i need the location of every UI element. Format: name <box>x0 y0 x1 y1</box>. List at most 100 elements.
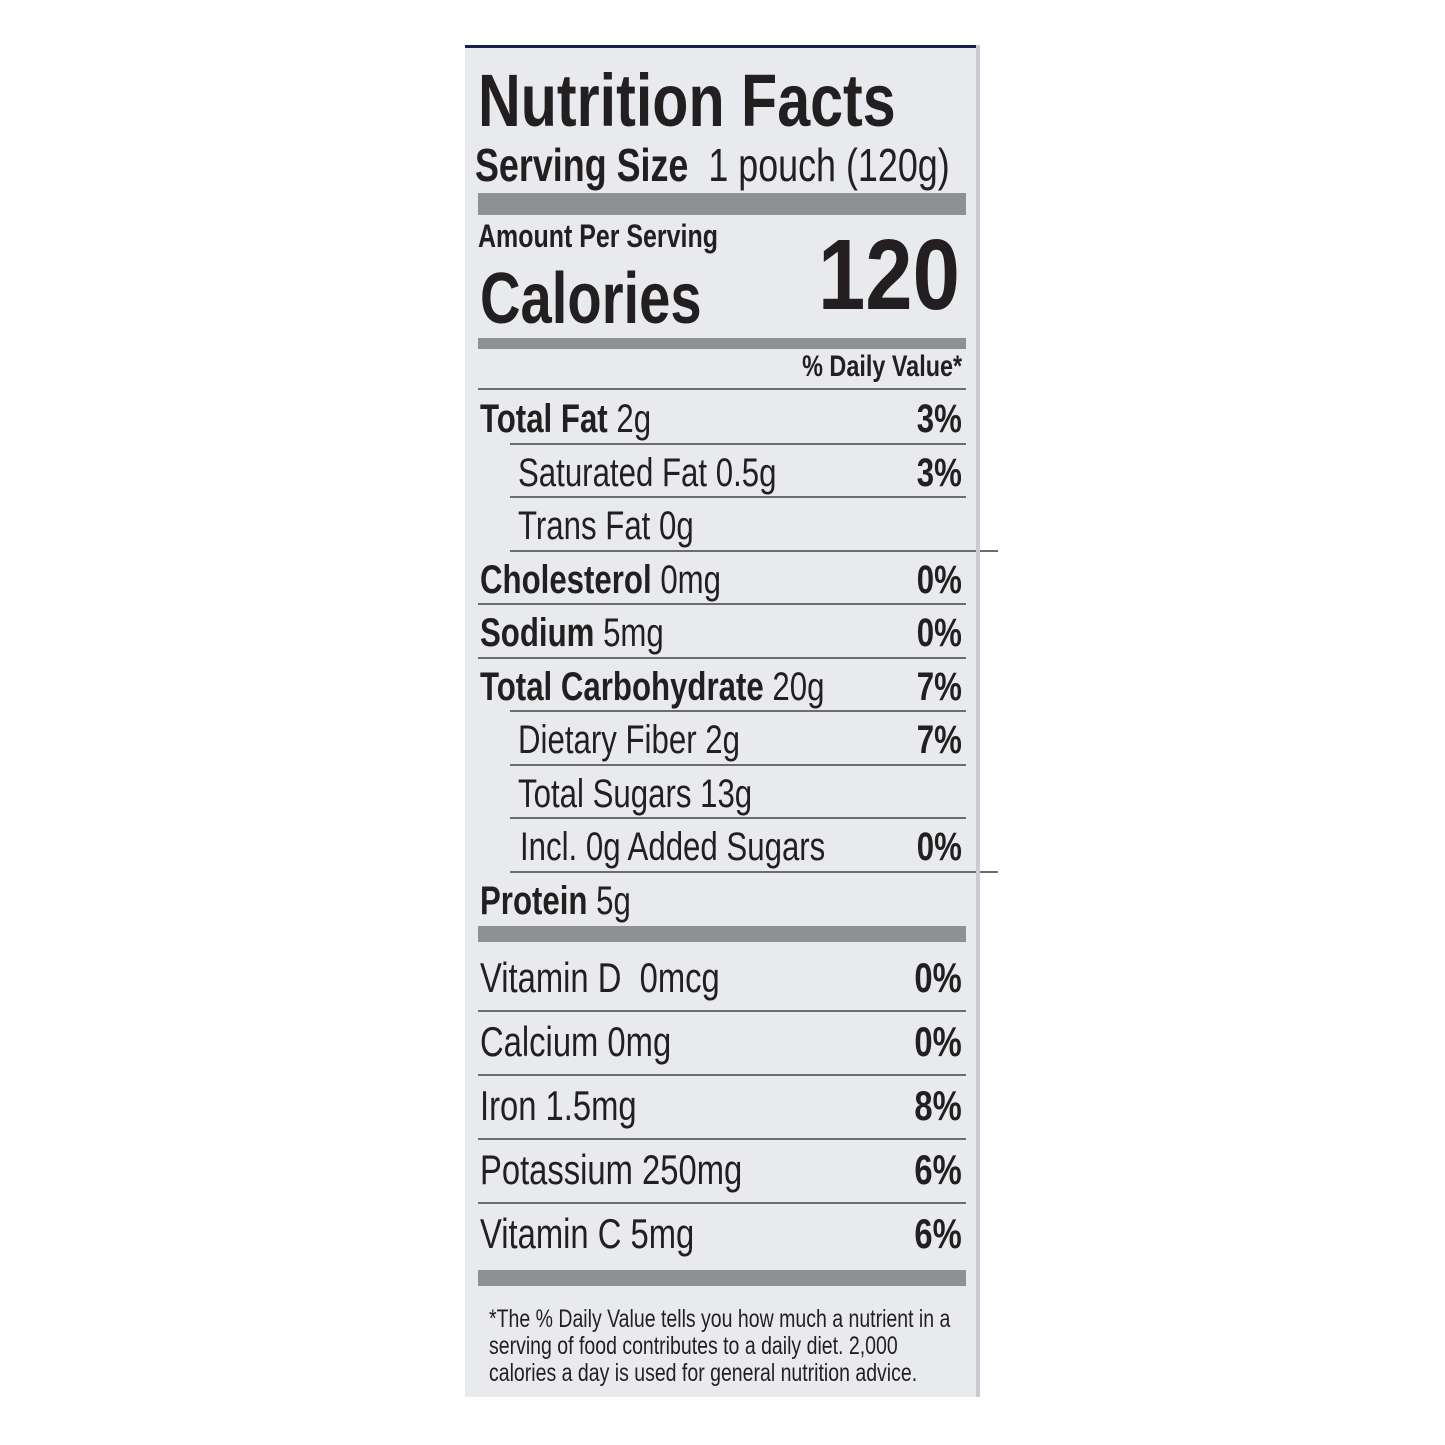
nutrient-name: Total Fat 2g <box>480 397 651 442</box>
nutrient-label: Potassium <box>480 1146 633 1193</box>
nutrient-row: Dietary Fiber 2g 7% <box>465 712 980 766</box>
nutrient-label: Vitamin C <box>480 1210 622 1257</box>
nutrient-label: Iron <box>480 1082 537 1129</box>
nutrient-row: Saturated Fat 0.5g 3% <box>465 445 980 498</box>
nutrient-amount: 2g <box>705 718 740 762</box>
divider <box>510 496 966 498</box>
nutrient-amount: 250mg <box>642 1146 743 1193</box>
thick-divider <box>478 193 966 215</box>
daily-value-header: % Daily Value* <box>802 350 962 383</box>
serving-size: Serving Size 1 pouch (120g) <box>475 138 950 192</box>
daily-value-percent: 3% <box>916 450 962 495</box>
nutrient-name: Potassium 250mg <box>480 1146 742 1194</box>
nutrient-label: Saturated Fat <box>518 450 708 495</box>
nutrient-label: Total Fat <box>480 397 608 441</box>
nutrient-name: Trans Fat 0g <box>518 504 694 549</box>
divider <box>510 817 966 819</box>
nutrient-name: Vitamin D 0mcg <box>480 954 720 1002</box>
nutrient-label: Cholesterol <box>480 557 652 602</box>
label-title: Nutrition Facts <box>478 59 896 142</box>
divider <box>478 1138 966 1140</box>
divider <box>478 1074 966 1076</box>
thick-divider <box>478 1270 966 1286</box>
nutrient-row: Vitamin D 0mcg 0% <box>465 948 980 1012</box>
divider <box>510 549 998 552</box>
nutrient-row: Vitamin C 5mg 6% <box>465 1204 980 1268</box>
daily-value-percent: 0% <box>916 825 962 869</box>
nutrient-amount: 0g <box>659 504 694 548</box>
nutrient-row: Total Fat 2g 3% <box>465 391 980 445</box>
daily-value-percent: 6% <box>914 1146 962 1193</box>
nutrient-name: Sodium 5mg <box>480 611 664 656</box>
nutrient-name: Protein 5g <box>480 879 631 924</box>
nutrient-amount: 0mcg <box>639 954 720 1001</box>
nutrient-label: Total Carbohydrate <box>480 664 764 709</box>
daily-value-percent: 0% <box>914 1018 962 1065</box>
nutrient-name: Calcium 0mg <box>480 1018 671 1066</box>
nutrient-amount: 13g <box>700 771 753 816</box>
serving-size-value: 1 pouch (120g) <box>708 139 950 191</box>
divider <box>510 710 966 712</box>
nutrient-name: Vitamin C 5mg <box>480 1210 694 1258</box>
divider <box>478 1010 966 1012</box>
calories-label: Calories <box>480 259 702 339</box>
nutrient-amount: 0mg <box>607 1018 672 1065</box>
divider <box>510 442 966 445</box>
nutrient-row: Incl. 0g Added Sugars 0% <box>465 819 998 873</box>
nutrient-amount: 5mg <box>630 1210 695 1257</box>
nutrient-label: Incl. 0g Added Sugars <box>520 825 826 869</box>
daily-value-percent: 7% <box>916 718 962 762</box>
serving-size-label: Serving Size <box>475 139 689 191</box>
nutrient-label: Calcium <box>480 1018 599 1065</box>
nutrient-name: Dietary Fiber 2g <box>518 718 740 763</box>
nutrient-amount: 5g <box>596 878 631 923</box>
nutrient-label: Trans Fat <box>518 504 651 548</box>
divider <box>478 603 966 605</box>
nutrient-label: Total Sugars <box>518 771 692 816</box>
footnote: *The % Daily Value tells you how much a … <box>489 1305 951 1387</box>
nutrient-row: Cholesterol 0mg 0% <box>465 552 980 605</box>
nutrient-name: Iron 1.5mg <box>480 1082 637 1130</box>
package-edge <box>976 45 980 1397</box>
nutrient-row: Total Sugars 13g <box>465 766 980 819</box>
nutrient-label: Protein <box>480 878 588 923</box>
nutrient-name: Total Carbohydrate 20g <box>480 665 824 710</box>
nutrient-amount: 2g <box>616 397 652 441</box>
daily-value-percent: 8% <box>914 1082 962 1129</box>
daily-value-percent: 7% <box>916 664 962 709</box>
nutrient-label: Dietary Fiber <box>518 718 697 762</box>
amount-per-serving: Amount Per Serving <box>478 218 718 254</box>
nutrition-facts-label: Nutrition Facts Serving Size 1 pouch (12… <box>465 45 998 1397</box>
nutrient-row: Protein 5g <box>465 873 980 927</box>
daily-value-percent: 0% <box>914 954 962 1001</box>
nutrient-amount: 20g <box>772 664 825 709</box>
divider <box>478 656 966 659</box>
nutrient-name: Incl. 0g Added Sugars <box>520 825 825 870</box>
nutrient-row: Calcium 0mg 0% <box>465 1012 980 1076</box>
nutrient-name: Saturated Fat 0.5g <box>518 451 776 496</box>
nutrient-row: Potassium 250mg 6% <box>465 1140 980 1204</box>
nutrient-name: Cholesterol 0mg <box>480 558 721 603</box>
nutrient-amount: 0.5g <box>715 450 777 495</box>
nutrient-amount: 0mg <box>660 557 722 602</box>
daily-value-percent: 0% <box>916 611 962 655</box>
nutrient-row: Total Carbohydrate 20g 7% <box>465 659 980 712</box>
nutrient-name: Total Sugars 13g <box>518 772 752 817</box>
daily-value-percent: 6% <box>914 1210 962 1257</box>
nutrient-row: Iron 1.5mg 8% <box>465 1076 980 1140</box>
divider <box>510 763 966 766</box>
divider <box>510 870 998 873</box>
thick-divider <box>478 926 966 942</box>
nutrient-row: Trans Fat 0g <box>465 498 998 552</box>
calories-value: 120 <box>818 219 960 331</box>
daily-value-percent: 0% <box>916 557 962 602</box>
daily-value-percent: 3% <box>916 397 962 441</box>
nutrient-amount: 5mg <box>603 611 664 655</box>
medium-divider <box>478 338 966 349</box>
nutrient-label: Sodium <box>480 611 595 655</box>
nutrient-label: Vitamin D <box>480 954 622 1001</box>
divider <box>478 1202 966 1204</box>
divider <box>478 388 966 390</box>
nutrient-row: Sodium 5mg 0% <box>465 605 980 659</box>
nutrient-amount: 1.5mg <box>545 1082 637 1129</box>
